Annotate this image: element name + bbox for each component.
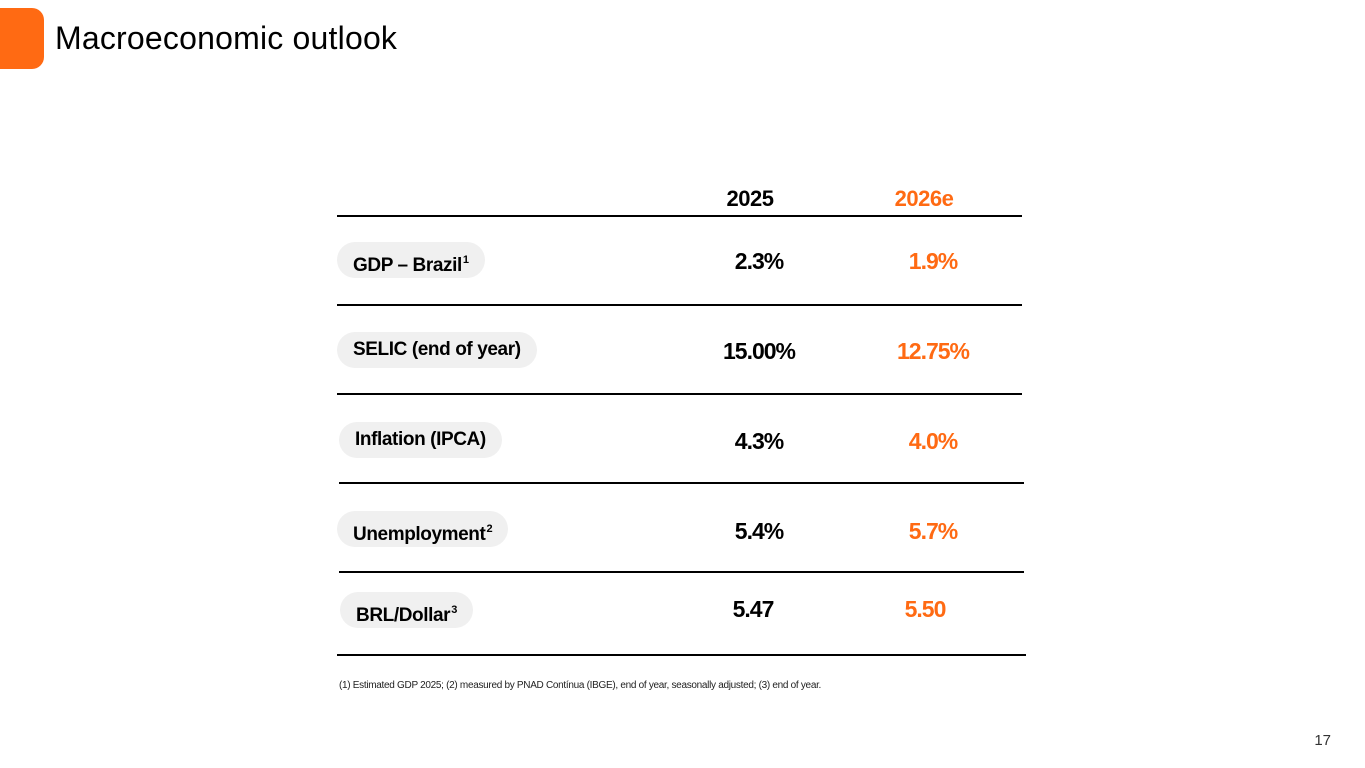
brand-accent-block [0, 8, 44, 69]
brl-dollar-value-2026: 5.50 [904, 596, 947, 622]
selic-value-2026: 12.75% [896, 338, 970, 364]
row-label-text: SELIC (end of year) [353, 339, 521, 360]
selic-value-2025: 15.00% [722, 338, 796, 364]
row-label-gdp: GDP – Brazil1 [337, 242, 485, 278]
footnote-marker: 1 [462, 254, 469, 266]
gdp-value-2026: 1.9% [908, 248, 958, 274]
table-divider [339, 482, 1024, 484]
column-header-2026e: 2026e [894, 186, 954, 211]
gdp-value-2025: 2.3% [734, 248, 784, 274]
page-title: Macroeconomic outlook [55, 20, 398, 56]
row-label-brl-dollar: BRL/Dollar3 [340, 592, 473, 628]
column-header-2025: 2025 [726, 186, 774, 211]
table-divider [337, 215, 1022, 217]
footnote-marker: 3 [451, 604, 457, 616]
table-divider [337, 304, 1022, 306]
row-label-unemployment: Unemployment2 [337, 511, 509, 547]
row-label-text: BRL/Dollar [356, 605, 451, 626]
row-label-text: Inflation (IPCA) [355, 429, 486, 450]
inflation-value-2025: 4.3% [734, 428, 784, 454]
inflation-value-2026: 4.0% [908, 428, 958, 454]
row-label-text: GDP – Brazil [353, 255, 462, 276]
page-number: 17 [1314, 732, 1331, 749]
row-label-text: Unemployment [353, 524, 486, 545]
table-divider [339, 571, 1024, 573]
table-divider [337, 654, 1026, 656]
row-label-inflation: Inflation (IPCA) [339, 422, 502, 458]
unemployment-value-2025: 5.4% [734, 518, 784, 544]
brl-dollar-value-2025: 5.47 [732, 596, 775, 622]
row-label-selic: SELIC (end of year) [337, 332, 537, 368]
footnote: (1) Estimated GDP 2025; (2) measured by … [339, 680, 822, 691]
table-divider [337, 393, 1022, 395]
unemployment-value-2026: 5.7% [908, 518, 958, 544]
footnote-marker: 2 [486, 523, 493, 535]
